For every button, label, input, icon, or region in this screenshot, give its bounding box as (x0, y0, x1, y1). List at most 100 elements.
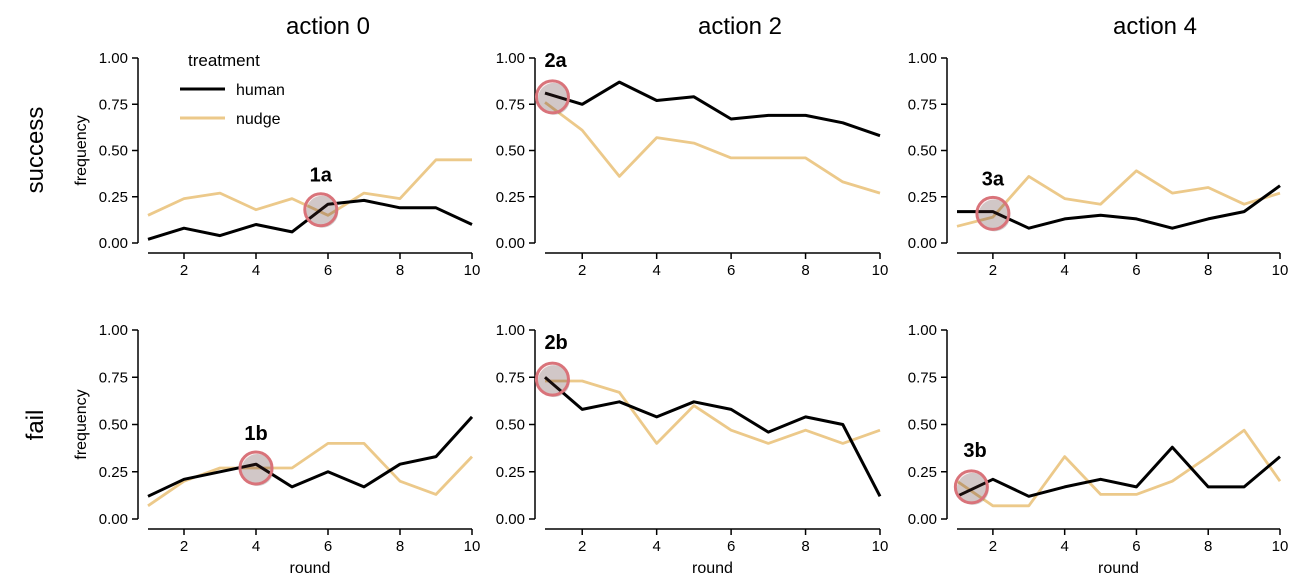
x-tick-label: 6 (324, 538, 332, 555)
x-tick-label: 4 (1060, 538, 1068, 555)
highlight-circle-shadow (241, 453, 274, 486)
y-tick-label: 0.75 (99, 96, 128, 113)
col-title-action-4: action 4 (1113, 13, 1197, 40)
highlight-circle-shadow (978, 199, 1011, 232)
y-axis-label: frequency (73, 389, 90, 459)
series-line-nudge (147, 441, 474, 507)
y-tick-label: 0.25 (908, 464, 937, 481)
x-tick-label: 2 (578, 262, 586, 279)
x-tick-label: 4 (652, 538, 660, 555)
x-tick-label: 6 (727, 262, 735, 279)
y-tick-label: 1.00 (496, 322, 525, 339)
legend: treatment human nudge (180, 51, 285, 128)
y-tick-label: 0.75 (908, 369, 937, 386)
y-tick-label: 0.75 (496, 369, 525, 386)
highlight-circle (534, 361, 570, 397)
highlight-circle (534, 79, 570, 115)
row-title-success: success (22, 107, 49, 194)
x-tick-label: 8 (801, 262, 809, 279)
highlight-circle (303, 192, 339, 228)
x-tick-label: 10 (464, 262, 481, 279)
y-tick-label: 0.50 (908, 143, 937, 160)
col-title-action-0: action 0 (286, 13, 370, 40)
series-line-nudge (147, 158, 472, 217)
y-tick-label: 0.50 (99, 143, 128, 160)
y-tick-label: 0.00 (908, 511, 937, 528)
highlight-circle-shadow (956, 472, 989, 505)
annotation-label: 1b (244, 423, 267, 445)
y-tick-label: 0.25 (496, 464, 525, 481)
x-tick-label: 10 (872, 538, 889, 555)
y-tick-label: 0.50 (496, 417, 525, 434)
x-tick-label: 10 (464, 538, 481, 555)
y-tick-label: 1.00 (99, 50, 128, 67)
highlight-circle-shadow (537, 365, 570, 398)
x-tick-label: 6 (727, 538, 735, 555)
y-tick-label: 0.00 (99, 511, 128, 528)
y-tick-label: 0.75 (908, 96, 937, 113)
y-tick-label: 0.00 (496, 235, 525, 252)
x-tick-label: 4 (1060, 262, 1068, 279)
y-tick-label: 1.00 (99, 322, 128, 339)
y-tick-label: 0.75 (496, 96, 525, 113)
y-axis-label: frequency (73, 115, 90, 185)
y-tick-label: 0.00 (908, 235, 937, 252)
x-tick-label: 8 (1204, 538, 1212, 555)
x-tick-label: 6 (1132, 538, 1140, 555)
panel-fail-col0: 0.00 0.25 0.50 0.75 1.00 2 4 6 8 10 frequency round… (73, 322, 480, 577)
highlight-circle (953, 469, 989, 505)
y-tick-label: 0.50 (908, 417, 937, 434)
panel-success-action-2: 0.00 0.25 0.50 0.75 1.00 2 4 6 8 10 2a (496, 50, 889, 279)
series-line-human (544, 376, 882, 497)
y-tick-label: 0.25 (99, 464, 128, 481)
x-tick-label: 2 (578, 538, 586, 555)
annotation-label: 3b (963, 440, 986, 462)
x-tick-label: 4 (252, 538, 260, 555)
x-tick-label: 2 (989, 538, 997, 555)
x-tick-label: 2 (989, 262, 997, 279)
highlight-circle (975, 195, 1011, 231)
panel-success-action-4: 0.00 0.25 0.50 0.75 1.00 2 4 6 8 10 3a (908, 50, 1289, 279)
legend-label-human: human (236, 82, 285, 99)
legend-label-nudge: nudge (236, 111, 281, 128)
x-tick-label: 8 (1204, 262, 1212, 279)
panels: 0.00 0.25 0.50 0.75 1.00 2 4 6 8 10 frequency 1a 0.0… (73, 50, 1288, 577)
annotation-label: 1a (310, 165, 333, 187)
x-tick-label: 8 (396, 538, 404, 555)
x-tick-label: 10 (1272, 538, 1289, 555)
x-axis-label: round (290, 560, 331, 577)
x-axis-label: round (1098, 560, 1139, 577)
row-titles: success fail (22, 107, 49, 441)
series-line-human (957, 184, 1281, 230)
y-tick-label: 0.00 (496, 511, 525, 528)
y-tick-label: 1.00 (908, 50, 937, 67)
column-titles: action 0 action 2 action 4 (286, 13, 1197, 40)
y-tick-label: 0.50 (99, 417, 128, 434)
y-tick-label: 1.00 (496, 50, 525, 67)
panel-success-action-0: 0.00 0.25 0.50 0.75 1.00 2 4 6 8 10 frequency 1a (73, 50, 480, 279)
annotation-label: 3a (982, 168, 1005, 190)
series-line-human (147, 415, 474, 498)
y-tick-label: 0.25 (908, 189, 937, 206)
row-title-fail: fail (22, 410, 49, 441)
x-tick-label: 6 (1132, 262, 1140, 279)
x-tick-label: 10 (872, 262, 889, 279)
col-title-action-2: action 2 (698, 13, 782, 40)
series-line-nudge (545, 379, 881, 445)
highlight-circle-shadow (537, 82, 570, 115)
annotation-label: 2a (544, 50, 567, 72)
series-line-nudge (956, 169, 1281, 228)
highlight-circle (238, 450, 274, 486)
series-line-nudge (544, 101, 881, 195)
legend-title: treatment (188, 51, 260, 70)
highlight-circle-shadow (306, 195, 339, 228)
series-line-nudge (956, 428, 1282, 508)
panel-fail-col1: 0.00 0.25 0.50 0.75 1.00 2 4 6 8 10 round 2b (496, 322, 889, 577)
x-tick-label: 8 (801, 538, 809, 555)
x-axis-label: round (692, 560, 733, 577)
panel-fail-col2: 0.00 0.25 0.50 0.75 1.00 2 4 6 8 10 round 3b (908, 322, 1289, 577)
y-tick-label: 0.50 (496, 143, 525, 160)
x-tick-label: 2 (180, 538, 188, 555)
series-line-human (544, 80, 881, 138)
x-tick-label: 10 (1272, 262, 1289, 279)
